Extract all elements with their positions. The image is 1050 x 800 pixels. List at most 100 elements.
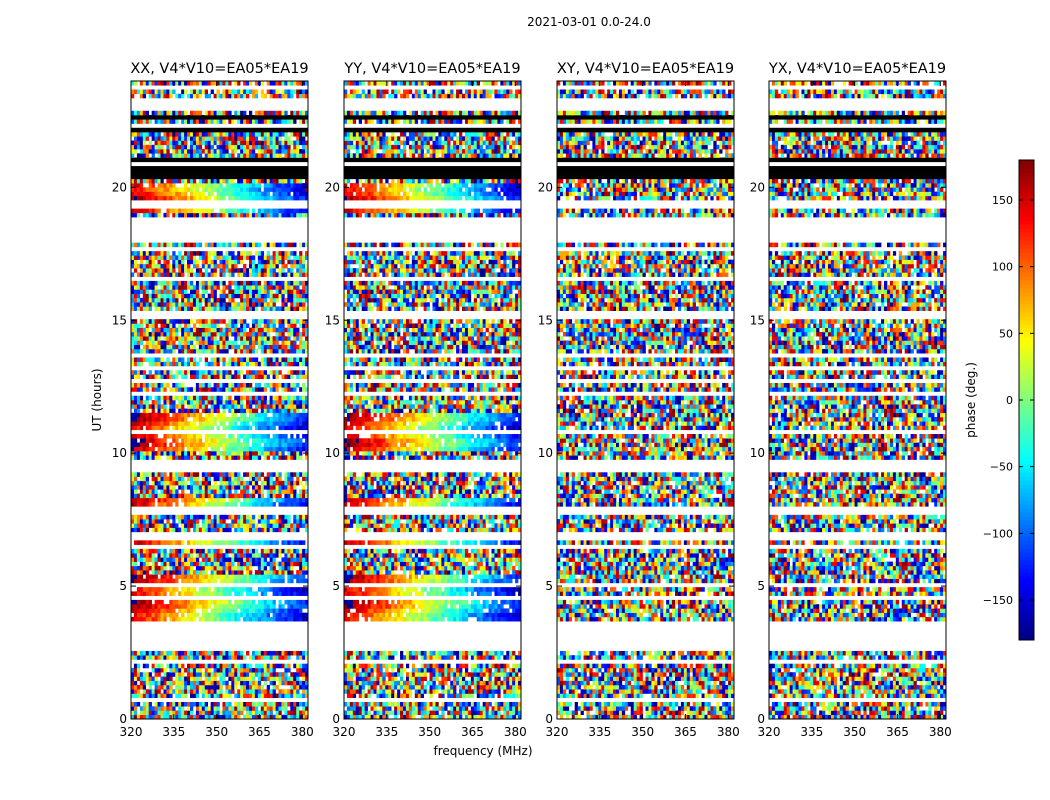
data-cell [231,417,235,422]
data-cell [302,446,306,452]
data-cell [237,208,241,214]
data-cell [305,212,309,218]
data-cell [287,714,291,720]
data-cell [257,608,262,613]
data-cell [260,706,265,711]
data-cell [225,178,229,184]
data-cell [216,361,220,367]
data-cell [169,268,173,273]
data-cell [216,242,220,248]
data-cell [249,701,253,707]
data-cell [175,578,179,584]
data-cell [192,693,197,699]
data-cell [133,612,138,618]
data-cell [234,714,238,720]
data-cell [139,476,144,482]
data-cell [249,451,253,456]
data-cell [207,667,211,673]
data-cell [228,442,232,448]
data-cell [243,557,247,562]
data-cell [293,442,297,448]
data-cell [157,680,161,686]
data-cell [163,706,167,711]
data-cell [181,446,185,452]
data-cell [305,684,309,690]
data-cell [187,242,191,248]
data-cell [293,289,297,294]
phase-image-xx [131,81,309,720]
data-cell [192,289,197,294]
data-cell [187,357,191,363]
data-cell [178,561,182,567]
data-cell [139,451,144,456]
data-cell [160,417,164,422]
data-cell [234,578,238,584]
data-cell [272,280,276,286]
data-cell [240,272,244,277]
data-cell [234,344,238,350]
data-cell [163,489,167,494]
data-cell [263,344,267,350]
data-cell [234,476,238,482]
data-cell [228,591,232,596]
data-cell [246,570,250,575]
data-cell [142,370,147,375]
data-cell [278,153,282,158]
data-cell [251,451,256,456]
data-cell [254,684,259,690]
data-cell [305,650,309,656]
data-cell [198,331,203,337]
data-cell [287,370,291,375]
data-cell [216,425,220,431]
data-cell [296,280,300,286]
data-cell [266,612,270,618]
data-cell [190,408,194,414]
data-cell [160,404,164,409]
data-cell [284,706,288,711]
data-cell [169,578,173,584]
data-cell [257,331,262,337]
data-cell [142,251,147,256]
data-cell [284,153,288,158]
data-cell [290,578,294,584]
data-cell [293,616,297,622]
data-cell [175,548,179,554]
data-cell [263,395,267,401]
data-cell [272,472,276,477]
data-cell [172,706,176,711]
data-cell [204,382,208,388]
data-cell [254,485,259,490]
data-cell [251,327,256,333]
data-cell [219,336,223,341]
data-cell [249,404,253,409]
data-cell [302,417,306,422]
data-cell [278,357,282,363]
data-cell [139,255,144,260]
data-cell [210,387,214,392]
data-cell [287,412,291,418]
data-cell [201,502,206,507]
data-cell [175,714,179,720]
data-cell [131,293,135,299]
data-cell [201,701,206,707]
data-cell [269,361,273,367]
data-cell [142,327,147,333]
data-cell [246,565,250,571]
data-cell [237,612,241,618]
data-cell [184,680,188,686]
data-cell [154,336,158,341]
data-cell [284,565,288,571]
data-cell [187,412,191,418]
data-cell [190,561,194,567]
data-cell [172,485,176,490]
data-cell [204,527,208,533]
data-cell [131,502,135,507]
data-cell [263,591,267,596]
data-cell [136,340,141,346]
data-cell [163,268,167,273]
data-cell [157,268,161,273]
data-cell [166,578,170,584]
data-cell [225,442,229,448]
data-cell [151,331,155,337]
data-cell [175,689,179,694]
